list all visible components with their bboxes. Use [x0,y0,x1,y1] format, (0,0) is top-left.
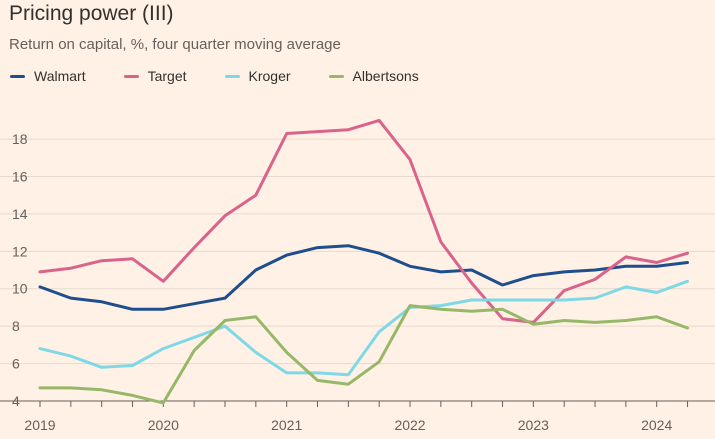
legend-item-kroger: Kroger [224,68,291,84]
legend-label-walmart: Walmart [34,68,86,84]
x-tick-label-2019: 2019 [24,417,55,433]
legend-swatch-kroger [224,74,240,78]
legend-label-kroger: Kroger [248,68,291,84]
chart-title: Pricing power (III) [9,2,174,25]
legend-item-walmart: Walmart [10,68,86,84]
series-line-walmart [38,244,689,311]
y-tick-label-16: 16 [12,168,28,184]
y-tick-label-14: 14 [12,206,28,222]
legend-item-target: Target [123,68,187,84]
x-tick-label-2024: 2024 [641,417,672,433]
series-line-target [38,118,689,324]
y-tick-label-12: 12 [12,243,28,259]
y-tick-label-4: 4 [12,393,20,409]
chart-subtitle: Return on capital, %, four quarter movin… [9,36,341,53]
legend-label-albertsons: Albertsons [352,68,419,84]
legend-label-target: Target [147,68,187,84]
y-axis-ticks: 4 6 8 10 12 14 16 18 [12,131,28,409]
x-tick-label-2020: 2020 [148,417,179,433]
legend-swatch-albertsons [328,74,344,78]
y-tick-label-18: 18 [12,131,28,147]
legend-swatch-walmart [10,74,25,78]
series-lines [38,118,689,405]
legend-item-albertsons: Albertsons [328,68,419,84]
x-axis-ticks: 2019 2020 2021 2022 2023 2024 [24,401,689,433]
y-tick-label-6: 6 [12,356,20,372]
x-tick-label-2021: 2021 [271,417,302,433]
series-line-albertsons [38,304,689,405]
y-tick-label-8: 8 [12,318,20,334]
x-tick-label-2023: 2023 [518,417,549,433]
y-tick-label-10: 10 [12,281,28,297]
x-tick-label-2022: 2022 [394,417,425,433]
legend: Walmart Target Kroger Albertsons [10,67,457,85]
series-line-kroger [38,279,689,377]
legend-swatch-target [123,74,139,78]
